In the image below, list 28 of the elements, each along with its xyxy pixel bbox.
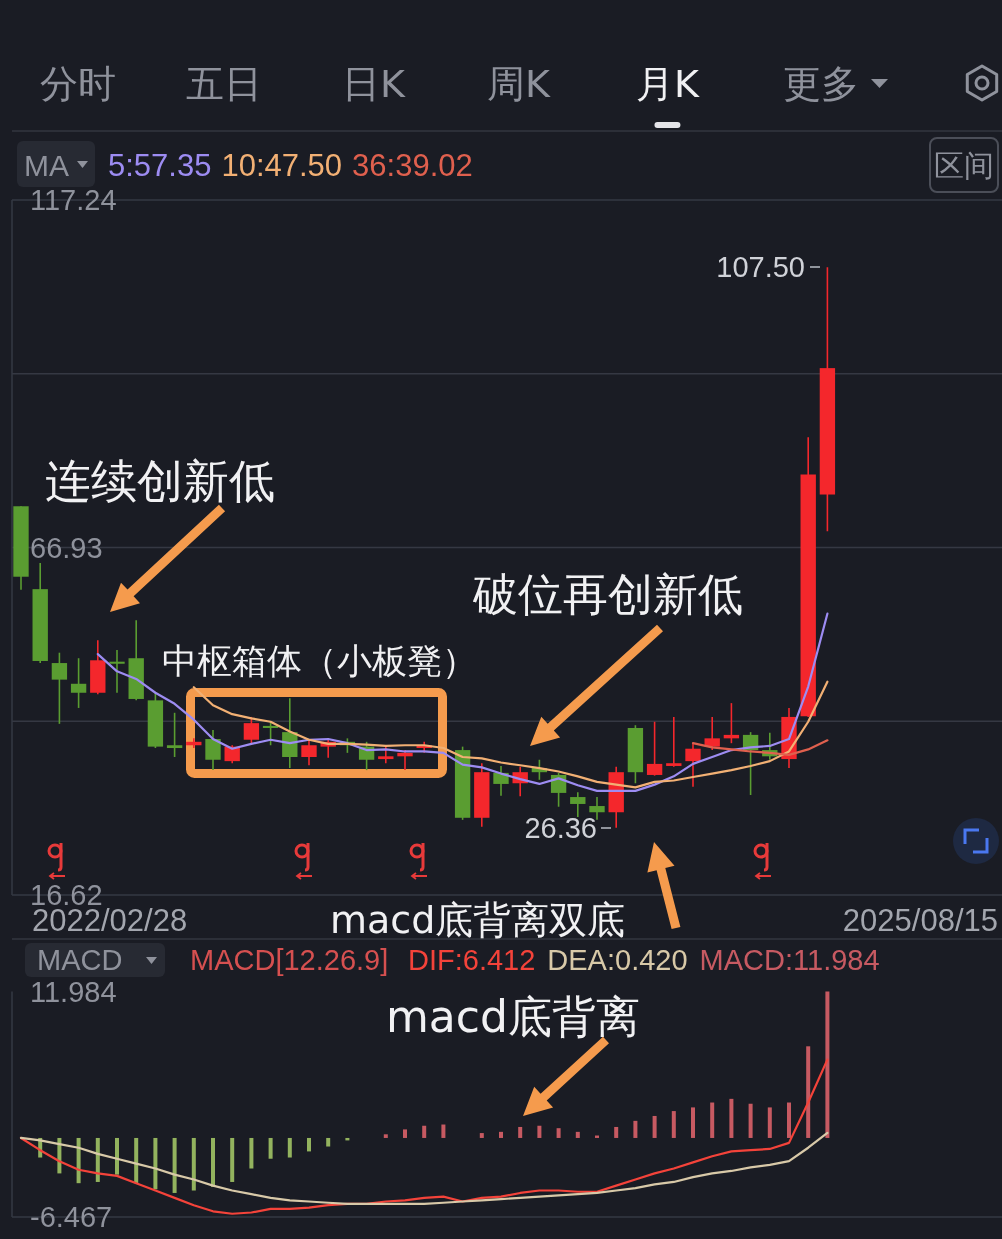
- annotation: 107.50: [716, 251, 805, 283]
- text: DIF:6.412: [408, 944, 536, 976]
- text: 5:57.35: [108, 147, 212, 183]
- y-tick-label: 66.93: [30, 531, 103, 564]
- y-tick-label: -6.467: [30, 1201, 113, 1233]
- text: 10:47.50: [221, 147, 343, 183]
- y-tick-label: 11.984: [30, 975, 117, 1008]
- annotation: macd底背离: [386, 991, 640, 1042]
- annotation: 连续创新低: [45, 454, 275, 508]
- series-label: MACD:11.984: [699, 944, 880, 976]
- text: 月K: [636, 62, 700, 106]
- text: 五日: [186, 62, 262, 106]
- text: 36:39.02: [352, 147, 473, 183]
- text: 更多: [783, 62, 859, 106]
- text: 区间: [934, 148, 994, 183]
- text: macd底背离双底: [330, 898, 626, 942]
- legend-title: MACD: [37, 944, 123, 976]
- text: 2025/08/15: [842, 902, 998, 938]
- text: 分时: [40, 62, 116, 106]
- annotation: 26.36: [524, 812, 597, 844]
- text: 日K: [342, 62, 406, 106]
- legend-title: MA: [24, 148, 69, 182]
- annotation: 中枢箱体（小板凳）: [162, 641, 477, 681]
- y-tick-label: 117.24: [30, 184, 117, 216]
- text: DEA:0.420: [547, 944, 688, 976]
- annotation: 破位再创新低: [472, 568, 743, 621]
- chart-title: MACD[12.26.9]: [190, 944, 389, 976]
- text: 周K: [487, 62, 551, 106]
